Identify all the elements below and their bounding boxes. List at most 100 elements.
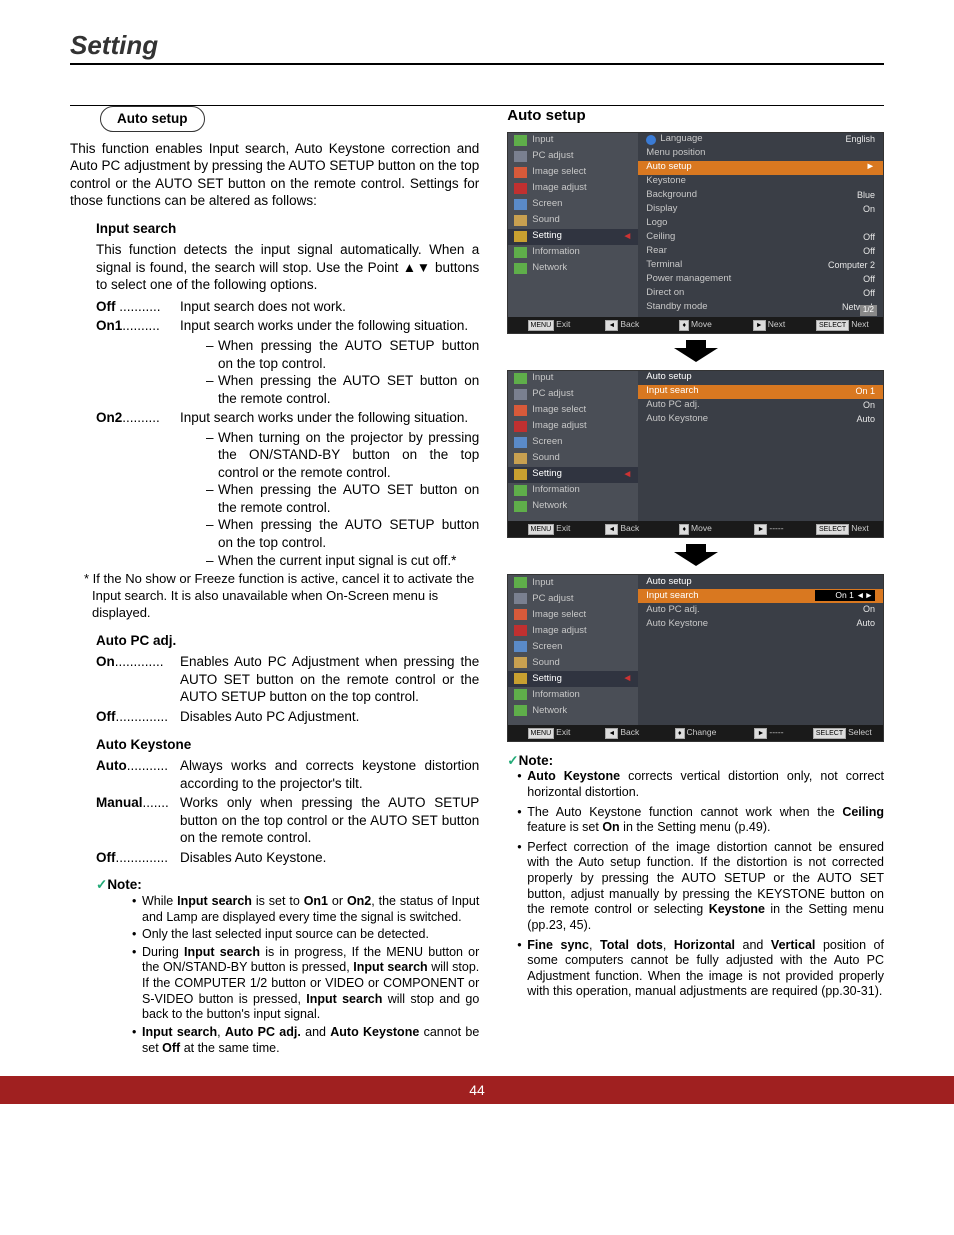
- osd-sidebar: InputPC adjustImage selectImage adjustSc…: [508, 133, 638, 317]
- osd-side-item[interactable]: Screen: [508, 639, 638, 655]
- osd-row[interactable]: Auto setup►: [638, 161, 883, 175]
- note-item: •Fine sync, Total dots, Horizontal and V…: [507, 938, 884, 1001]
- sub-item: –When pressing the AUTO SETUP button on …: [206, 516, 479, 551]
- autopc-on-label: On: [96, 654, 115, 669]
- osd-sidebar: InputPC adjustImage selectImage adjustSc…: [508, 371, 638, 521]
- osd-side-item[interactable]: Input: [508, 575, 638, 591]
- osd-side-item[interactable]: Input: [508, 371, 638, 387]
- on2-label: On2: [96, 410, 122, 425]
- page-footer: 44: [0, 1076, 954, 1104]
- osd-side-item[interactable]: PC adjust: [508, 149, 638, 165]
- osd-side-item[interactable]: Information: [508, 483, 638, 499]
- sub-item: –When turning on the projector by pressi…: [206, 429, 479, 482]
- note-item: •While Input search is set to On1 or On2…: [132, 894, 479, 925]
- on1-label: On1: [96, 318, 122, 333]
- osd-side-item[interactable]: Setting◄: [508, 229, 638, 245]
- osd-side-item[interactable]: Screen: [508, 197, 638, 213]
- osd-row[interactable]: RearOff: [638, 245, 883, 259]
- autoks-head: Auto Keystone: [96, 736, 479, 754]
- osd-side-item[interactable]: Network: [508, 703, 638, 719]
- osd-row[interactable]: Power managementOff: [638, 273, 883, 287]
- osd-row[interactable]: Auto PC adj.On: [638, 603, 883, 617]
- osd-main: Auto setupInput searchOn 1 ◄►Auto PC adj…: [638, 575, 883, 725]
- osd-side-item[interactable]: Sound: [508, 451, 638, 467]
- osd-row[interactable]: Logo: [638, 217, 883, 231]
- osd-main: LanguageEnglishMenu positionAuto setup►K…: [638, 133, 883, 317]
- autopc-on-desc: Enables Auto PC Adjustment when pressing…: [180, 653, 479, 706]
- osd-row[interactable]: Input searchOn 1: [638, 385, 883, 399]
- input-search-desc: This function detects the input signal a…: [96, 241, 479, 294]
- note-item: •The Auto Keystone function cannot work …: [507, 805, 884, 836]
- autoks-auto-desc: Always works and corrects keystone disto…: [180, 757, 479, 792]
- osd-side-item[interactable]: Input: [508, 133, 638, 149]
- osd-row[interactable]: Direct onOff: [638, 287, 883, 301]
- osd-panel: InputPC adjustImage selectImage adjustSc…: [507, 132, 884, 334]
- on2-dots: ..........: [122, 410, 160, 425]
- osd-footer: MENUExit◄Back♦Move►-----SELECTNext: [508, 521, 883, 537]
- osd-side-item[interactable]: Sound: [508, 213, 638, 229]
- osd-side-item[interactable]: Image adjust: [508, 623, 638, 639]
- on1-desc: Input search works under the following s…: [180, 317, 479, 335]
- osd-row[interactable]: BackgroundBlue: [638, 189, 883, 203]
- note-head-right: ✓Note:: [507, 752, 884, 770]
- osd-side-item[interactable]: Setting◄: [508, 671, 638, 687]
- autopc-off-label: Off: [96, 709, 116, 724]
- osd-side-item[interactable]: Image adjust: [508, 419, 638, 435]
- off-desc: Input search does not work.: [180, 298, 479, 316]
- autoks-auto-label: Auto: [96, 758, 127, 773]
- sub-item: –When pressing the AUTO SET button on th…: [206, 481, 479, 516]
- autoks-man-desc: Works only when pressing the AUTO SETUP …: [180, 794, 479, 847]
- osd-side-item[interactable]: Setting◄: [508, 467, 638, 483]
- osd-side-item[interactable]: Network: [508, 261, 638, 277]
- osd-main: Auto setupInput searchOn 1Auto PC adj.On…: [638, 371, 883, 521]
- down-arrow-icon: [507, 340, 884, 362]
- intro-text: This function enables Input search, Auto…: [70, 140, 479, 210]
- osd-row[interactable]: Standby modeNetwork: [638, 301, 883, 315]
- off-label: Off: [96, 299, 116, 314]
- down-arrow-icon: [507, 544, 884, 566]
- osd-side-item[interactable]: Image adjust: [508, 181, 638, 197]
- osd-row[interactable]: Keystone: [638, 175, 883, 189]
- input-search-head: Input search: [96, 220, 479, 238]
- note-head-left: ✓Note:: [96, 876, 479, 894]
- on1-dots: ..........: [122, 318, 160, 333]
- osd-panel: InputPC adjustImage selectImage adjustSc…: [507, 370, 884, 538]
- osd-side-item[interactable]: Image select: [508, 403, 638, 419]
- autopc-head: Auto PC adj.: [96, 632, 479, 650]
- osd-row[interactable]: DisplayOn: [638, 203, 883, 217]
- note-item: •During Input search is in progress, If …: [132, 945, 479, 1023]
- right-title: Auto setup: [507, 106, 884, 126]
- osd-side-item[interactable]: PC adjust: [508, 387, 638, 403]
- osd-side-item[interactable]: Network: [508, 499, 638, 515]
- autoks-off-label: Off: [96, 850, 116, 865]
- osd-row[interactable]: Auto PC adj.On: [638, 399, 883, 413]
- sub-item: –When pressing the AUTO SETUP button on …: [206, 337, 479, 372]
- osd-row[interactable]: Auto KeystoneAuto: [638, 413, 883, 427]
- osd-sidebar: InputPC adjustImage selectImage adjustSc…: [508, 575, 638, 725]
- sub-item: – When the current input signal is cut o…: [206, 552, 479, 570]
- osd-row[interactable]: Auto KeystoneAuto: [638, 617, 883, 631]
- osd-panel: InputPC adjustImage selectImage adjustSc…: [507, 574, 884, 742]
- osd-footer: MENUExit◄Back♦Move►NextSELECTNext: [508, 317, 883, 333]
- autopc-off-desc: Disables Auto PC Adjustment.: [180, 708, 479, 726]
- osd-side-item[interactable]: Information: [508, 687, 638, 703]
- osd-side-item[interactable]: Image select: [508, 165, 638, 181]
- osd-row[interactable]: Menu position: [638, 147, 883, 161]
- note-item: •Only the last selected input source can…: [132, 927, 479, 943]
- on2-desc: Input search works under the following s…: [180, 409, 479, 427]
- osd-side-item[interactable]: Information: [508, 245, 638, 261]
- osd-side-item[interactable]: Screen: [508, 435, 638, 451]
- osd-side-item[interactable]: PC adjust: [508, 591, 638, 607]
- osd-footer: MENUExit◄Back♦Change►-----SELECTSelect: [508, 725, 883, 741]
- osd-row[interactable]: LanguageEnglish: [638, 133, 883, 147]
- osd-row[interactable]: TerminalComputer 2: [638, 259, 883, 273]
- osd-side-item[interactable]: Sound: [508, 655, 638, 671]
- note-item: •Input search, Auto PC adj. and Auto Key…: [132, 1025, 479, 1056]
- osd-side-item[interactable]: Image select: [508, 607, 638, 623]
- off-dots: ...........: [116, 299, 161, 314]
- footnote: * If the No show or Freeze function is a…: [84, 571, 479, 622]
- note-item: •Perfect correction of the image distort…: [507, 840, 884, 934]
- osd-row[interactable]: Input searchOn 1 ◄►: [638, 589, 883, 603]
- osd-row[interactable]: CeilingOff: [638, 231, 883, 245]
- section-pill: Auto setup: [100, 106, 205, 132]
